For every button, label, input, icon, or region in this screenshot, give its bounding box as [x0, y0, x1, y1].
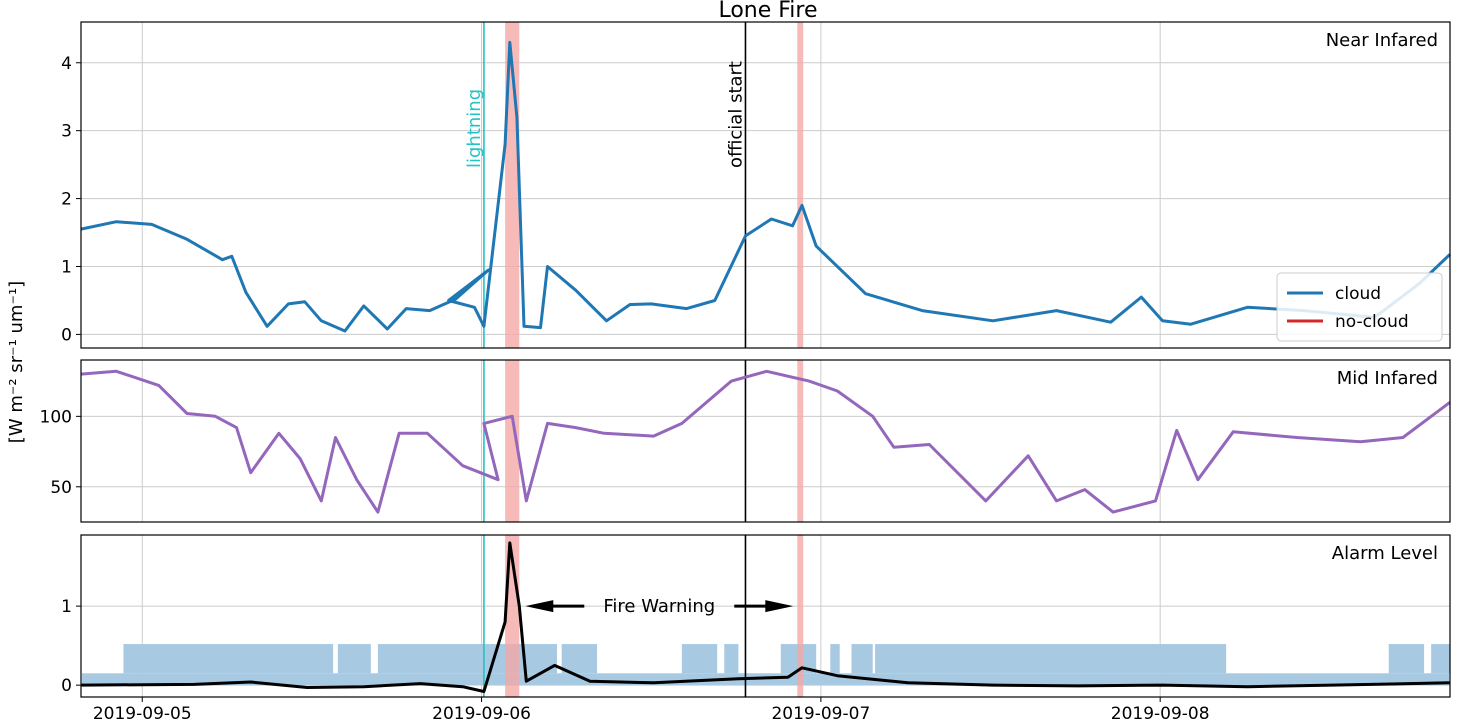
y-axis-label: [W m⁻² sr⁻¹ um⁻¹] [6, 281, 27, 443]
alarm-band-high [830, 644, 840, 674]
x-tick-label: 2019-09-08 [1111, 704, 1210, 722]
legend-box [1276, 272, 1443, 342]
alarm-band-high [1388, 644, 1425, 674]
y-tick-label: 50 [50, 478, 72, 498]
highlight-window [797, 22, 804, 348]
panel-label: Alarm Level [1332, 543, 1438, 564]
panel-label: Mid Infared [1337, 368, 1438, 389]
alarm-band-high [561, 644, 598, 674]
highlight-window [797, 535, 804, 697]
x-tick-label: 2019-09-06 [432, 704, 531, 722]
alarm-band-high [724, 644, 739, 674]
alarm-band-high [681, 644, 718, 674]
highlight-window [505, 360, 520, 522]
alarm-band-high [377, 644, 557, 674]
annotation-arrowhead-left [525, 600, 554, 613]
panel-frame [80, 534, 1451, 698]
alarm-band-high [851, 644, 873, 674]
event-label: official start [725, 61, 746, 168]
series-line [80, 369, 1451, 514]
y-tick-label: 1 [61, 258, 72, 278]
series-line [80, 541, 1451, 693]
legend-label: cloud [1335, 284, 1381, 304]
x-tick-label: 2019-09-07 [771, 704, 870, 722]
series-line [80, 40, 1452, 333]
legend: cloud no-cloud [1276, 272, 1443, 342]
y-tick-label: 3 [61, 122, 72, 142]
panel-2: 50 100 Mid Infared [40, 359, 1451, 523]
legend-label: no-cloud [1335, 312, 1409, 332]
alarm-band-high [875, 644, 1227, 674]
y-tick-label: 100 [40, 407, 72, 427]
y-tick-label: 0 [61, 325, 72, 345]
annotation-label: Fire Warning [603, 596, 715, 617]
y-tick-label: 2 [61, 190, 72, 210]
y-tick-label: 4 [61, 54, 72, 74]
panel-label: Near Infared [1326, 30, 1438, 51]
x-tick-label: 2019-09-05 [93, 704, 192, 722]
panel-3: 0 1 Alarm Level Fire Warning [61, 534, 1451, 698]
alarm-band-high [337, 644, 371, 674]
plot-layer: 0 1 2 3 4 Near Infared lightning official start… [40, 21, 1452, 722]
panel-1: 0 1 2 3 4 Near Infared lightning official start… [61, 21, 1452, 349]
y-tick-label: 0 [61, 676, 72, 696]
alarm-band-high [1431, 644, 1450, 674]
annotation-arrowhead-right [765, 600, 794, 613]
y-tick-label: 1 [61, 597, 72, 617]
highlight-window [797, 360, 804, 522]
chart-title: Lone Fire [718, 0, 817, 23]
panel-frame [80, 359, 1451, 523]
panel-frame [80, 21, 1451, 349]
alarm-band-high [123, 644, 334, 674]
event-label: lightning [464, 89, 485, 168]
